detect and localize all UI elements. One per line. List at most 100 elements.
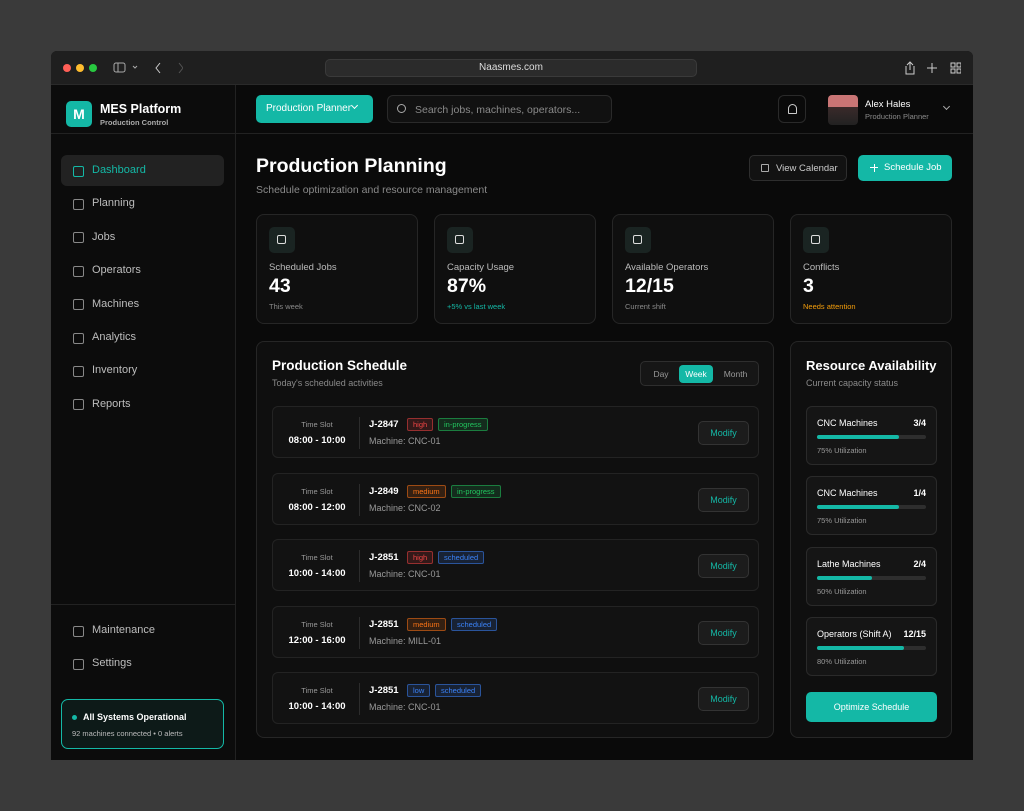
resource-name: Operators (Shift A) [817, 629, 892, 640]
tab[interactable]: Week [679, 365, 713, 383]
schedule-row: Time Slot 08:00 - 10:00 J-2847 high in-progr… [272, 406, 759, 458]
avatar [828, 95, 858, 125]
search-placeholder: Search jobs, machines, operators... [415, 104, 581, 116]
job-id: J-2851 [369, 618, 399, 630]
status-box: All Systems Operational 92 machines conne… [61, 699, 224, 749]
stat-note: Needs attention [803, 302, 856, 311]
status-title: All Systems Operational [83, 712, 187, 722]
machine: Machine: CNC-01 [369, 436, 441, 446]
nav-item[interactable]: Planning [92, 197, 135, 210]
slot-label: Time Slot [301, 486, 333, 496]
icon [73, 399, 84, 411]
slot-time: 10:00 - 14:00 [288, 568, 346, 580]
nav-item[interactable]: Dashboard [92, 164, 146, 176]
sidebar-divider [51, 604, 236, 605]
nav-item[interactable]: Operators [92, 264, 141, 277]
slot-label: Time Slot [301, 619, 333, 629]
stat-note: This week [269, 302, 303, 311]
icon [73, 232, 84, 244]
schedule-job-button[interactable]: Schedule Job [858, 155, 952, 181]
resource-title: Resource Availability [806, 358, 937, 373]
modify-button[interactable]: Modify [698, 687, 749, 712]
schedule-row: Time Slot 10:00 - 14:00 J-2851 high schedule… [272, 539, 759, 592]
nav-item[interactable]: Maintenance [92, 624, 155, 636]
schedule-row: Time Slot 10:00 - 14:00 J-2851 low scheduled… [272, 672, 759, 725]
slot-label: Time Slot [301, 553, 333, 563]
page-subtitle: Schedule optimization and resource manag… [256, 184, 488, 196]
stat-value: 43 [269, 275, 291, 297]
schedule-job-label: Schedule Job [884, 162, 942, 173]
slot-time: 10:00 - 14:00 [288, 701, 346, 713]
view-tabs: Day Week Month [640, 361, 759, 386]
modify-button[interactable]: Modify [698, 487, 749, 512]
resource-count: 1/4 [913, 488, 926, 499]
utilization-track [817, 575, 926, 580]
nav-item[interactable]: Analytics [92, 331, 137, 343]
utilization-track [817, 646, 926, 651]
utilization-label: 75% Utilization [817, 446, 867, 455]
brand-subtitle: Production Control [100, 118, 169, 127]
logo: M [66, 101, 92, 127]
resource-item: Operators (Shift A) 12/15 80% Utilization [806, 617, 937, 677]
tab[interactable]: Day [653, 369, 669, 379]
tab[interactable]: Month [723, 369, 748, 379]
stat-icon-box [803, 227, 829, 253]
schedule-row: Time Slot 08:00 - 12:00 J-2849 medium in-pro… [272, 472, 759, 525]
job-id: J-2851 [369, 685, 399, 697]
optimize-button[interactable]: Optimize Schedule [806, 692, 937, 722]
resource-item: CNC Machines 3/4 75% Utilization [806, 406, 937, 465]
icon [73, 299, 84, 311]
header-divider [51, 133, 973, 134]
role-button[interactable]: Production Planner [256, 95, 373, 123]
browser-actions[interactable] [901, 60, 961, 76]
traffic-lights [63, 64, 97, 72]
tag: in-progress [438, 418, 488, 431]
stat-label: Available Operators [625, 262, 709, 273]
url-bar[interactable]: Naasmes.com [325, 59, 697, 77]
stat-value: 3 [803, 275, 814, 297]
user-name: Alex Hales [865, 99, 911, 110]
icon [73, 365, 84, 377]
view-calendar-button[interactable]: View Calendar [749, 155, 847, 181]
resource-name: CNC Machines [817, 418, 878, 428]
resource-name: Lathe Machines [817, 558, 881, 569]
page-title: Production Planning [256, 155, 447, 177]
nav-item[interactable]: Settings [92, 657, 132, 670]
utilization-label: 75% Utilization [817, 516, 867, 526]
nav-item[interactable]: Inventory [92, 364, 138, 377]
stat-card: Available Operators 12/15 Current shift [612, 214, 774, 324]
slot-label: Time Slot [301, 686, 333, 696]
search-box[interactable]: Search jobs, machines, operators... [387, 95, 612, 123]
icon [73, 625, 84, 637]
nav-item[interactable]: Reports [92, 397, 131, 410]
modify-button[interactable]: Modify [698, 554, 749, 579]
tag: high [407, 418, 434, 431]
utilization-label: 80% Utilization [817, 657, 867, 667]
row-divider [359, 683, 360, 716]
machine: Machine: MILL-01 [369, 635, 442, 646]
schedule-subtitle: Today's scheduled activities [272, 378, 383, 388]
schedule-title: Production Schedule [272, 358, 408, 373]
nav-item[interactable]: Machines [92, 297, 140, 310]
tag: low [407, 684, 431, 698]
nav-item[interactable]: Jobs [92, 230, 116, 243]
tag: in-progress [451, 484, 501, 498]
resource-item: Lathe Machines 2/4 50% Utilization [806, 546, 937, 606]
bell-icon [788, 104, 797, 114]
browser-controls[interactable] [113, 60, 183, 76]
utilization-track [817, 435, 926, 439]
utilization-track [817, 505, 926, 510]
icon [73, 658, 84, 670]
resource-count: 3/4 [913, 418, 926, 428]
machine: Machine: CNC-02 [369, 502, 441, 513]
stat-card: Capacity Usage 87% +5% vs last week [434, 214, 596, 324]
slot-time: 12:00 - 16:00 [288, 634, 346, 646]
job-id: J-2849 [369, 485, 399, 497]
slot-label: Time Slot [301, 420, 333, 429]
modify-button[interactable]: Modify [698, 421, 749, 445]
modify-button[interactable]: Modify [698, 620, 749, 645]
stat-label: Conflicts [803, 262, 840, 273]
utilization-bar [817, 575, 872, 580]
stat-icon [633, 235, 642, 244]
notification-button[interactable] [778, 95, 806, 123]
